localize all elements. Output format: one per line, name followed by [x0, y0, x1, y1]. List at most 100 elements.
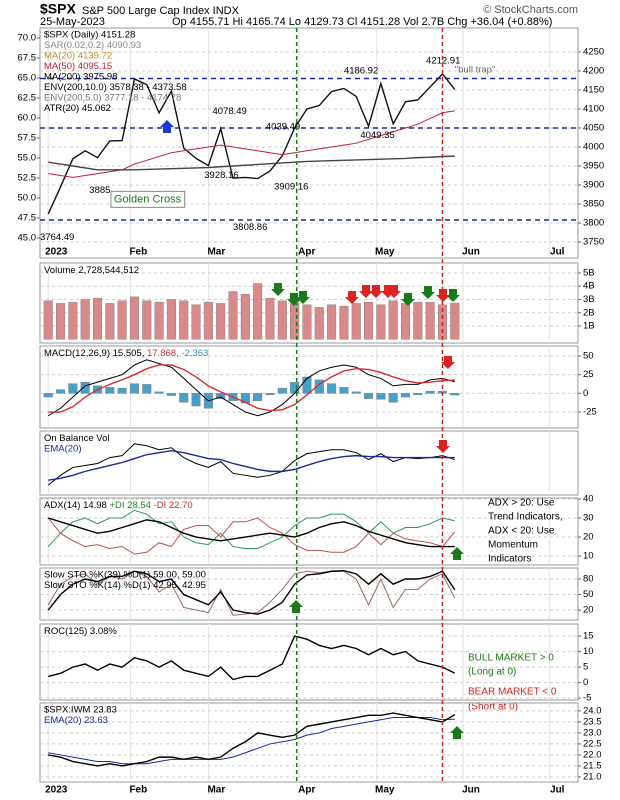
note: Momentum [488, 540, 538, 551]
bar [56, 389, 66, 394]
annotation: 4078.49 [212, 106, 246, 117]
annotation: 3808.86 [233, 222, 267, 233]
bar [191, 393, 201, 407]
arrows [160, 120, 464, 739]
y-tick-label: 23.5 [583, 716, 602, 727]
bar [314, 307, 324, 340]
y-tick-label: 21.0 [583, 771, 602, 782]
bar [92, 297, 103, 340]
bar [105, 387, 115, 394]
y-tick-label: 3B [583, 294, 595, 305]
bar [80, 299, 90, 340]
legend-entry: Slow STO %K(14) %D(1) 42.95, 42.95 [44, 580, 206, 591]
y2-tick-label: 50.0 [18, 193, 37, 204]
annotation: 3885 [89, 185, 110, 196]
y2-tick-label: 67.5 [18, 53, 37, 64]
legend-entry: MA(50) 4095.15 [44, 61, 112, 72]
y-tick-label: 50 [583, 351, 594, 362]
x-tick-label: Feb [129, 247, 147, 258]
bar [166, 299, 176, 340]
bar [400, 303, 411, 340]
y-tick-label: 5B [583, 267, 595, 278]
series-line [48, 635, 456, 681]
legend-entry: ENV(200,10.0) 3578.38 - 4373.58 [44, 82, 187, 93]
bar [450, 393, 460, 396]
legend-entry: -DI 22.70 [154, 500, 193, 511]
x-tick-label: Jul [550, 785, 565, 796]
y-tick-label: 4250 [583, 46, 604, 57]
note: ADX > 20: Use [488, 498, 555, 509]
y-tick-label: 0 [583, 388, 588, 399]
legend-entry: $SPX (Daily) 4151.28 [44, 30, 135, 41]
bar [339, 387, 349, 394]
bar [253, 283, 263, 340]
legend-entry: -2.363 [181, 348, 208, 359]
bar [339, 305, 349, 340]
y-tick-label: 10 [583, 551, 594, 562]
y-tick-label: 3950 [583, 161, 604, 172]
y-tick-label: 3850 [583, 199, 604, 210]
panel-frame [39, 702, 579, 783]
arrow [436, 440, 450, 453]
y-tick-label: 1B [583, 321, 595, 332]
legend-entry: On Balance Vol [44, 433, 110, 444]
y-tick-label: 3800 [583, 218, 604, 229]
bar [351, 391, 361, 394]
bar [216, 393, 226, 399]
note: (Long at 0) [468, 667, 516, 678]
bar [142, 384, 152, 394]
arrow [289, 600, 303, 613]
legend: ROC(125) 3.08% [44, 626, 117, 637]
arrow [446, 289, 460, 302]
legend-entry: 17.868, [147, 348, 179, 359]
y-tick-label: 2B [583, 307, 595, 318]
y-tick-label: 15 [583, 631, 594, 642]
arrow [421, 286, 435, 299]
date: 25-May-2023 [40, 16, 105, 28]
bar [277, 387, 287, 394]
bar [142, 300, 152, 340]
series-line [48, 717, 455, 765]
bar [166, 393, 176, 396]
bar [56, 303, 66, 340]
symbol: $SPX [40, 1, 76, 17]
bar [240, 293, 250, 340]
y-tick-label: 4000 [583, 142, 604, 153]
y-tick-label: 50 [583, 589, 594, 600]
y2-tick-label: 52.5 [18, 173, 37, 184]
source: © StockCharts.com [483, 4, 578, 16]
y-tick-label: 30 [583, 513, 594, 524]
panel-frame [39, 27, 579, 259]
y-tick-label: 20 [583, 532, 594, 543]
note: (Short at 0) [468, 702, 518, 713]
arrow [160, 120, 174, 133]
y-tick-label: 23.0 [583, 727, 602, 738]
bar [413, 393, 423, 396]
y2-tick-label: 65.0 [18, 73, 37, 84]
y-tick-label: 4150 [583, 84, 604, 95]
x-tick-label: Mar [207, 785, 225, 796]
bar [228, 291, 238, 340]
y2-tick-label: 45.0 [18, 233, 37, 244]
bar [314, 379, 324, 394]
legend-entry: EMA(20) [44, 443, 81, 454]
bar [364, 393, 374, 399]
legend-entry: ROC(125) 3.08% [44, 626, 117, 637]
legend: MACD(12,26,9) 15.505, 17.868, -2.363 [44, 348, 208, 359]
annotation: 4186.92 [344, 65, 378, 76]
series-line [47, 443, 455, 486]
y2-tick-label: 60.0 [18, 113, 37, 124]
x-tick-label: Mar [207, 247, 225, 258]
x-tick-label: Apr [298, 247, 315, 258]
bar [265, 393, 275, 396]
bar [376, 304, 386, 340]
index-name: S&P 500 Large Cap Index INDX [82, 5, 240, 17]
annotation: 4212.91 [426, 56, 460, 67]
legend: ADX(14) 14.98 +DI 28.54 -DI 22.70 [44, 500, 193, 511]
bar [265, 297, 275, 340]
bar [302, 376, 312, 394]
annotation: Golden Cross [114, 193, 182, 205]
y-tick-label: 22.5 [583, 738, 602, 749]
legend-entry: SAR(0.02,0.2) 4090.93 [44, 40, 141, 51]
